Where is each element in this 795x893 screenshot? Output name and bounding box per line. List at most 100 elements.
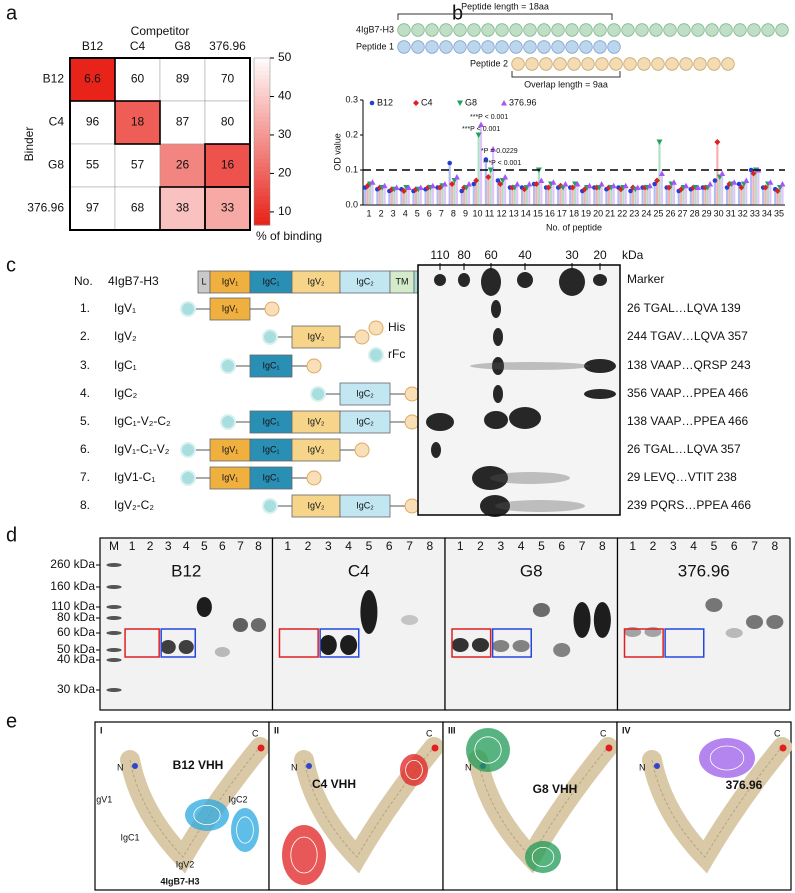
bar	[467, 184, 471, 205]
colorbar-frame	[253, 57, 271, 226]
band	[584, 389, 616, 399]
colorbar-step	[254, 145, 270, 151]
colorbar-step	[254, 137, 270, 142]
row-label: B12	[43, 72, 65, 86]
residue	[733, 23, 747, 37]
bar	[595, 187, 598, 205]
bar	[593, 187, 596, 205]
x-tick-label: 25	[653, 208, 663, 218]
bar	[552, 182, 555, 205]
band	[160, 640, 176, 654]
residue	[593, 40, 607, 54]
colorbar-step	[254, 128, 270, 134]
bar	[600, 184, 603, 205]
domain-label: IgC₁	[262, 472, 279, 482]
residue	[495, 40, 509, 54]
bar	[658, 142, 661, 205]
construct-no: 6.	[80, 442, 90, 456]
residue	[537, 40, 551, 54]
marker	[774, 188, 781, 194]
bar	[564, 184, 567, 205]
bar	[605, 189, 608, 205]
vhh-label: C4 VHH	[312, 777, 356, 791]
bar	[453, 180, 456, 205]
bar	[441, 185, 444, 205]
colorbar-step	[254, 120, 270, 126]
domain-label: IgV2	[176, 859, 195, 869]
bar	[424, 189, 427, 205]
bar	[395, 187, 398, 205]
colorbar-step	[254, 62, 270, 67]
colorbar-step	[254, 208, 270, 213]
bar	[696, 187, 700, 205]
residue	[581, 57, 595, 71]
marker	[478, 121, 485, 127]
x-tick-label: 21	[605, 208, 615, 218]
heatmap-cell	[69, 186, 116, 231]
marker	[743, 177, 750, 183]
marker	[695, 184, 702, 190]
bar	[778, 187, 782, 205]
cell-value: 60	[131, 72, 145, 86]
vhh	[699, 738, 755, 778]
backbone-detail	[129, 746, 261, 858]
marker	[449, 181, 456, 187]
lane-label: 7	[406, 539, 413, 553]
protein-label: 4IgB7-H3	[160, 876, 199, 886]
residue	[551, 23, 565, 37]
panel-label: c	[6, 254, 16, 276]
bar	[412, 191, 415, 205]
bar	[754, 170, 758, 205]
highlight-box	[160, 628, 197, 658]
marker	[569, 184, 576, 191]
heatmap-cell	[204, 100, 251, 145]
marker	[497, 181, 504, 187]
bar	[641, 187, 644, 205]
bar	[701, 187, 704, 205]
band	[106, 658, 122, 662]
colorbar-step	[254, 74, 270, 80]
residue	[663, 23, 677, 37]
bar	[455, 177, 459, 205]
bar	[511, 187, 514, 205]
band	[401, 615, 419, 625]
lane-label: 8	[427, 539, 434, 553]
colorbar-step	[254, 220, 270, 226]
rfc-tag	[180, 442, 196, 458]
domain	[291, 438, 341, 462]
marker	[748, 167, 754, 173]
marker	[610, 182, 617, 189]
y-tick-label: 0.3	[345, 94, 358, 104]
highlight-box	[278, 628, 319, 658]
marker	[762, 184, 769, 191]
marker-size: 40	[518, 248, 532, 262]
his-tag	[306, 358, 322, 374]
bar	[525, 187, 528, 205]
construct-no: 3.	[80, 358, 90, 372]
marker	[628, 188, 633, 194]
residue	[397, 40, 411, 54]
peptide-row-label: Peptide 2	[470, 58, 508, 68]
cell-value: 89	[176, 72, 190, 86]
x-tick-label: 13	[509, 208, 519, 218]
x-tick-label: 6	[427, 208, 432, 218]
residue	[721, 57, 735, 71]
bar	[643, 187, 647, 205]
marker	[400, 188, 407, 194]
cell-value: 68	[131, 201, 145, 215]
band	[426, 413, 454, 431]
lane-label: 1	[629, 539, 636, 553]
bar	[648, 185, 651, 205]
legend-label: G8	[465, 97, 477, 107]
size-label: 30 kDa	[57, 682, 95, 696]
colorbar-label: % of binding	[256, 229, 322, 243]
vhh-detail	[405, 760, 423, 781]
bar	[417, 189, 420, 205]
x-tick-label: 27	[678, 208, 688, 218]
blot	[271, 537, 446, 711]
bar	[484, 159, 487, 205]
residue	[761, 23, 775, 37]
lane-label: 1	[129, 539, 136, 553]
row-label: C4	[49, 115, 65, 129]
marker-size: 110	[430, 248, 449, 262]
